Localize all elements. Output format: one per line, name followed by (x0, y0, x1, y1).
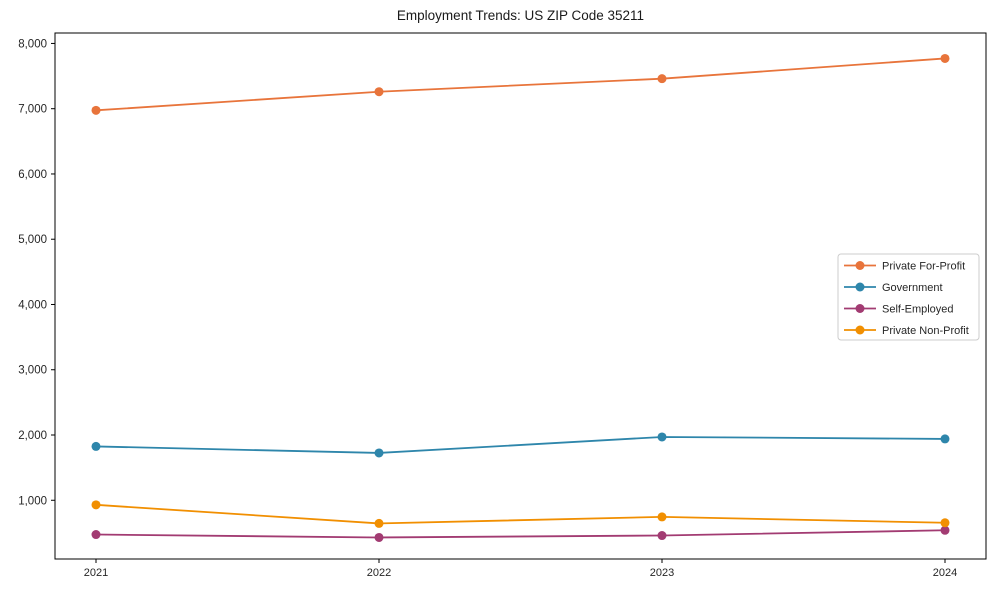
series-line-self-employed (95, 529, 946, 539)
legend-marker-icon (855, 325, 865, 335)
y-tick-label: 1,000 (18, 495, 47, 507)
legend-label: Private Non-Profit (882, 325, 969, 337)
data-point-private-for-profit (657, 74, 667, 84)
x-tick-label: 2022 (367, 567, 391, 579)
y-tick-label: 4,000 (18, 299, 47, 311)
y-tick-label: 6,000 (18, 169, 47, 181)
y-tick-label: 3,000 (18, 365, 47, 377)
data-point-government (940, 434, 950, 444)
x-tick-label: 2023 (650, 567, 674, 579)
data-point-self-employed (940, 525, 950, 535)
y-tick-label: 7,000 (18, 104, 47, 116)
legend-marker-icon (855, 282, 865, 292)
y-tick-label: 5,000 (18, 234, 47, 246)
chart-title: Employment Trends: US ZIP Code 35211 (396, 8, 645, 23)
series-line-private-for-profit (95, 57, 946, 112)
series-line-private-non-profit (95, 503, 946, 525)
legend-marker-icon (855, 304, 865, 313)
data-point-government (657, 432, 667, 442)
x-tick-label: 2024 (933, 567, 957, 579)
data-point-private-non-profit (91, 500, 101, 510)
data-point-private-non-profit (940, 518, 950, 528)
data-point-self-employed (91, 530, 101, 540)
legend-label: Self-Employed (882, 304, 954, 316)
legend-box (837, 253, 980, 341)
data-point-self-employed (657, 531, 667, 541)
data-point-government (374, 448, 384, 458)
y-tick-label: 2,000 (18, 430, 47, 442)
data-point-private-for-profit (374, 87, 384, 97)
data-point-government (91, 441, 101, 451)
data-point-private-non-profit (374, 518, 384, 528)
data-point-private-non-profit (657, 512, 667, 522)
data-point-self-employed (374, 532, 384, 542)
series-line-government (95, 436, 946, 454)
plot-border (54, 32, 987, 560)
legend-marker-icon (855, 261, 865, 270)
legend-label: Private For-Profit (882, 261, 965, 273)
legend-label: Government (882, 282, 943, 294)
x-tick-label: 2021 (84, 567, 108, 579)
data-point-private-for-profit (940, 53, 950, 63)
y-tick-label: 8,000 (18, 38, 47, 50)
data-point-private-for-profit (91, 105, 101, 115)
